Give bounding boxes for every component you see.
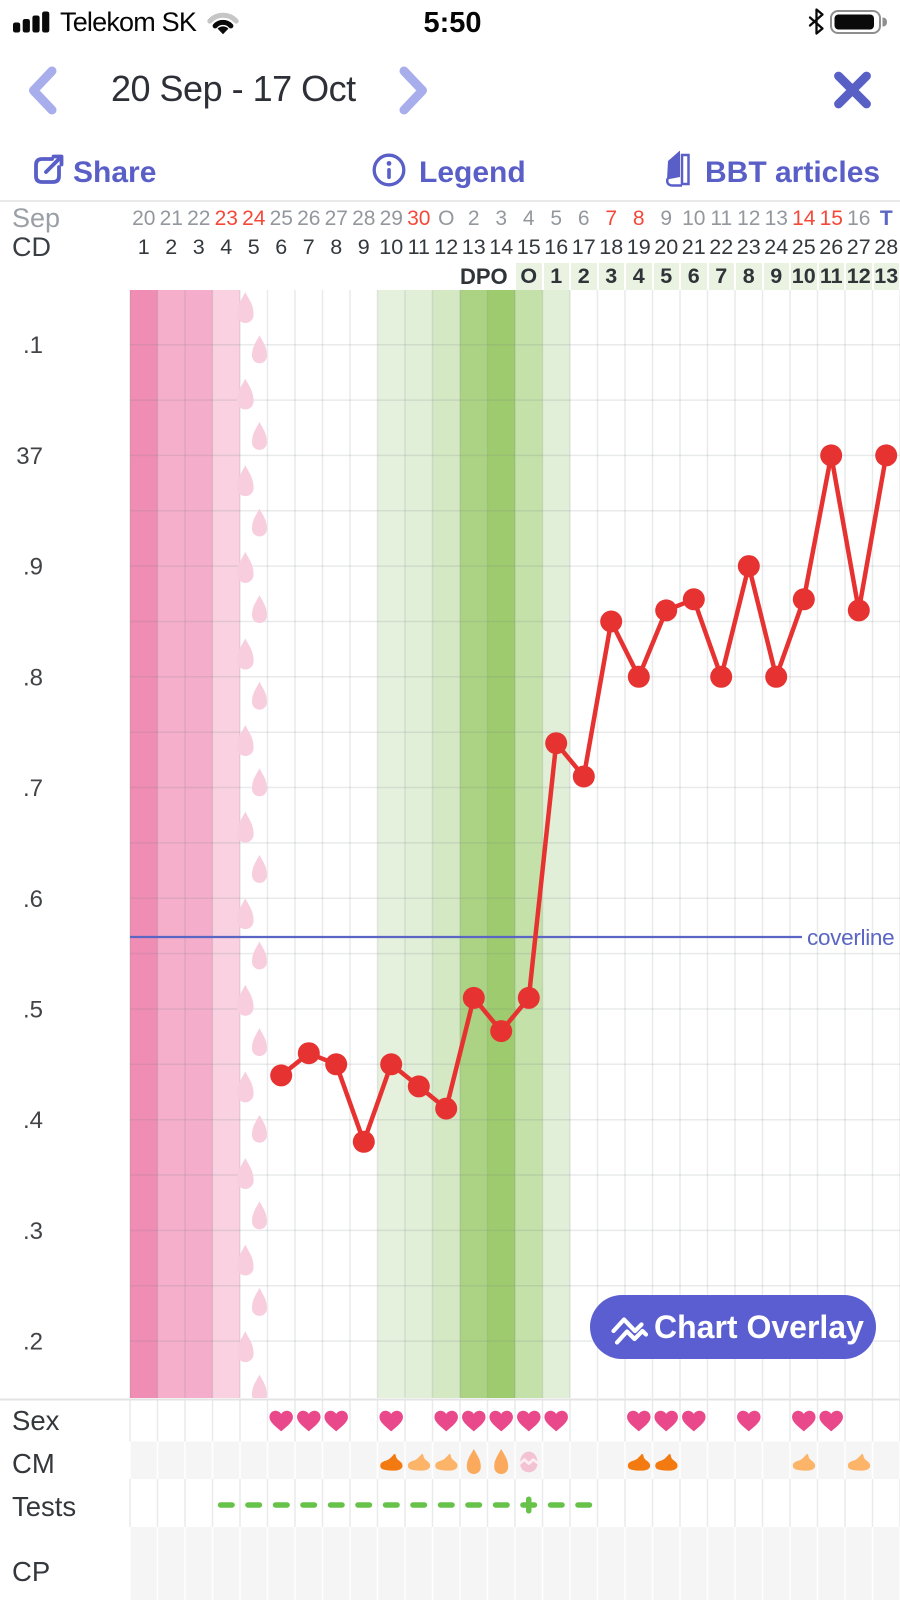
svg-text:.1: .1 xyxy=(23,332,43,359)
svg-text:.8: .8 xyxy=(23,664,43,691)
svg-text:.9: .9 xyxy=(23,554,43,581)
svg-text:37: 37 xyxy=(16,443,43,470)
svg-text:.5: .5 xyxy=(23,997,43,1024)
svg-text:coverline: coverline xyxy=(807,925,894,950)
svg-text:Chart Overlay: Chart Overlay xyxy=(654,1309,864,1345)
svg-text:.3: .3 xyxy=(23,1218,43,1245)
svg-text:.4: .4 xyxy=(23,1107,43,1134)
svg-text:.7: .7 xyxy=(23,775,43,802)
svg-text:.6: .6 xyxy=(23,886,43,913)
svg-text:.2: .2 xyxy=(23,1329,43,1356)
